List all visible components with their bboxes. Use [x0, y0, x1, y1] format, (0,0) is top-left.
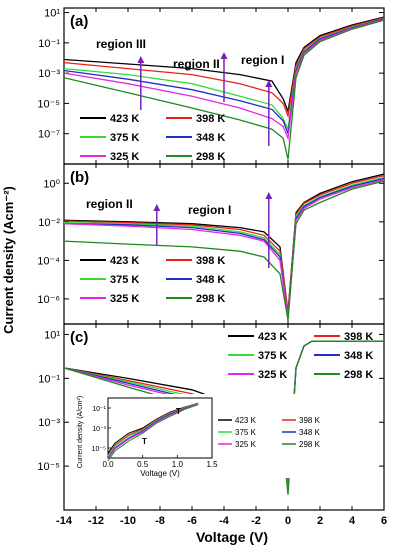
x-tick-label: -12: [88, 515, 104, 527]
inset-y-tick-label: 10⁻⁵: [92, 446, 106, 453]
inset-legend-label: 298 K: [299, 440, 321, 449]
region-label: region II: [173, 57, 220, 71]
inset-annotation: T: [176, 407, 181, 416]
x-tick-label: -14: [56, 515, 73, 527]
y-axis-label: Current density (Acm⁻²): [1, 186, 16, 334]
panel-label: (b): [70, 169, 89, 186]
region-arrow-head: [265, 80, 273, 87]
legend-label: 298 K: [196, 151, 225, 163]
region-label: region I: [241, 53, 284, 67]
panel-label: (a): [70, 13, 88, 30]
inset-series-line: [107, 403, 199, 459]
inset-x-tick-label: 1.0: [172, 460, 184, 469]
x-tick-label: 6: [381, 515, 387, 527]
legend-label: 375 K: [110, 132, 139, 144]
legend-label: 325 K: [110, 151, 139, 163]
y-tick-label: 10⁻⁷: [38, 129, 60, 141]
x-tick-label: 2: [317, 515, 323, 527]
legend-label: 398 K: [344, 331, 373, 343]
inset-y-tick-label: 10⁻³: [92, 426, 106, 433]
series-line-325K: [64, 18, 384, 141]
series-line-298K: [64, 19, 384, 160]
region-arrow-head: [220, 52, 228, 59]
inset-series-line: [107, 403, 199, 457]
x-tick-label: 4: [349, 515, 356, 527]
legend-label: 325 K: [258, 369, 287, 381]
x-axis-label: Voltage (V): [196, 529, 268, 545]
inset-annotation: T: [142, 437, 147, 446]
inset-series-line: [107, 404, 199, 462]
legend-label: 348 K: [196, 274, 225, 286]
inset-legend-label: 398 K: [299, 416, 321, 425]
y-tick-label: 10⁻¹: [38, 38, 60, 50]
inset-legend-label: 375 K: [235, 428, 257, 437]
y-tick-label: 10⁻³: [38, 417, 60, 429]
inset-legend-label: 348 K: [299, 428, 321, 437]
series-line-325K: [64, 179, 384, 319]
x-tick-label: -10: [120, 515, 136, 527]
inset-x-tick-label: 0.0: [102, 460, 114, 469]
legend-label: 375 K: [110, 274, 139, 286]
region-label: region II: [86, 197, 133, 211]
x-tick-label: -2: [251, 515, 261, 527]
legend-label: 398 K: [196, 113, 225, 125]
y-tick-label: 10⁻¹: [38, 373, 60, 385]
legend-label: 325 K: [110, 293, 139, 305]
legend-label: 375 K: [258, 350, 287, 362]
panel-b: 10⁰ 10⁻² 10⁻⁴ 10⁻⁶ (b) 423 K 398 K 375 K 348 K 32…: [37, 163, 385, 325]
region-arrow-head: [137, 56, 145, 63]
series-line-348K: [64, 18, 384, 134]
series-line-423K: [64, 16, 384, 114]
inset-series-line: [107, 403, 199, 460]
legend-label: 423 K: [110, 255, 139, 267]
inset-x-tick-label: 1.5: [206, 460, 218, 469]
inset-legend-label: 325 K: [235, 440, 257, 449]
legend-label: 423 K: [110, 113, 139, 125]
region-label: region III: [96, 37, 146, 51]
y-tick-label: 10⁰: [43, 178, 60, 190]
x-tick-label: -6: [187, 515, 197, 527]
legend-label: 298 K: [196, 293, 225, 305]
inset-y-tick-label: 10⁻¹: [92, 406, 106, 413]
y-tick-label: 10⁻²: [38, 217, 60, 229]
x-tick-label: -4: [219, 515, 230, 527]
inset-chart: 0.0 0.5 1.0 1.5 10⁻¹ 10⁻³ 10⁻⁵ Voltage (V) Curre…: [74, 394, 350, 478]
y-tick-label: 10¹: [44, 8, 60, 20]
inset-legend-label: 423 K: [235, 416, 257, 425]
panel-a: 10¹ 10⁻¹ 10⁻³ 10⁻⁵ 10⁻⁷ (a) 423 K 398 K 375 K 348…: [37, 7, 385, 165]
x-tick-label: 0: [285, 515, 291, 527]
legend-label: 423 K: [258, 331, 287, 343]
y-tick-label: 10¹: [44, 329, 60, 341]
legend-label: 398 K: [196, 255, 225, 267]
series-group: [64, 173, 384, 321]
y-tick-label: 10⁻⁶: [37, 294, 60, 306]
series-line-298K: [64, 180, 384, 321]
y-tick-label: 10⁻⁵: [37, 461, 60, 473]
y-tick-label: 10⁻³: [38, 68, 60, 80]
region-arrow-head: [153, 204, 161, 211]
series-group: [64, 16, 384, 160]
inset-x-tick-label: 0.5: [137, 460, 149, 469]
legend-label: 298 K: [344, 369, 373, 381]
inset-x-label: Voltage (V): [140, 469, 180, 478]
inset-y-label: Current density (A/cm²): [77, 396, 84, 468]
legend-label: 348 K: [196, 132, 225, 144]
y-tick-label: 10⁻⁴: [37, 255, 60, 267]
y-tick-label: 10⁻⁵: [37, 98, 60, 110]
x-tick-label: -8: [155, 515, 165, 527]
series-line-398K: [64, 17, 384, 119]
legend-label: 348 K: [344, 350, 373, 362]
region-arrow-head: [265, 192, 273, 199]
panel-label: (c): [70, 329, 88, 346]
region-label: region I: [188, 203, 231, 217]
